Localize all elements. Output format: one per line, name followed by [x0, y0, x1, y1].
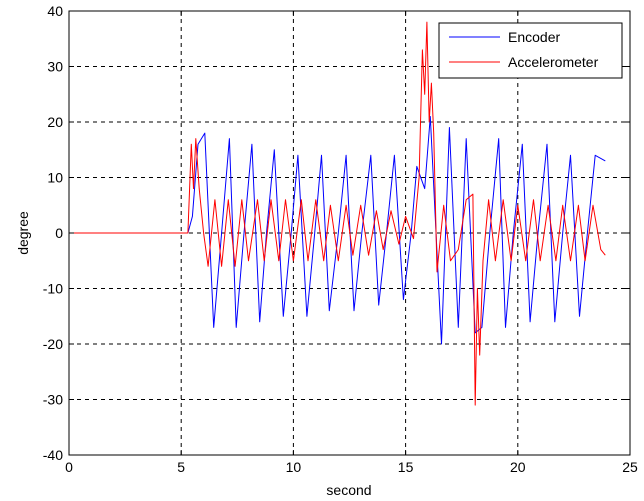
legend-box: [438, 22, 623, 79]
y-tick-label: 20: [47, 114, 63, 130]
y-tick-label: 0: [55, 225, 63, 241]
x-tick-label: 10: [286, 459, 302, 475]
y-tick-label: 30: [47, 59, 63, 75]
grid: [69, 11, 630, 455]
series-line-accelerometer: [69, 21, 606, 406]
y-axis-label: degree: [15, 211, 31, 255]
y-tick-label: -20: [43, 336, 63, 352]
y-tick-label: 10: [47, 170, 63, 186]
y-tick-label: -10: [43, 281, 63, 297]
y-tick-label: -40: [43, 447, 63, 463]
x-tick-label: 20: [510, 459, 526, 475]
y-tick-label: 40: [47, 3, 63, 19]
legend-label-accelerometer: Accelerometer: [508, 54, 599, 70]
legend-label-encoder: Encoder: [508, 29, 560, 45]
y-tick-label: -30: [43, 392, 63, 408]
x-axis-label: second: [326, 482, 371, 498]
legend: Encoder Accelerometer: [438, 22, 623, 79]
x-tick-label: 5: [177, 459, 185, 475]
axis-ticks: 0 5 10 15 20 25 -40 -30 -20 -10 0 10 20 30 40: [43, 3, 638, 475]
x-tick-label: 0: [65, 459, 73, 475]
x-tick-label: 15: [398, 459, 414, 475]
series-lines: [69, 21, 606, 406]
series-line-encoder: [69, 116, 606, 345]
x-tick-label: 25: [622, 459, 638, 475]
